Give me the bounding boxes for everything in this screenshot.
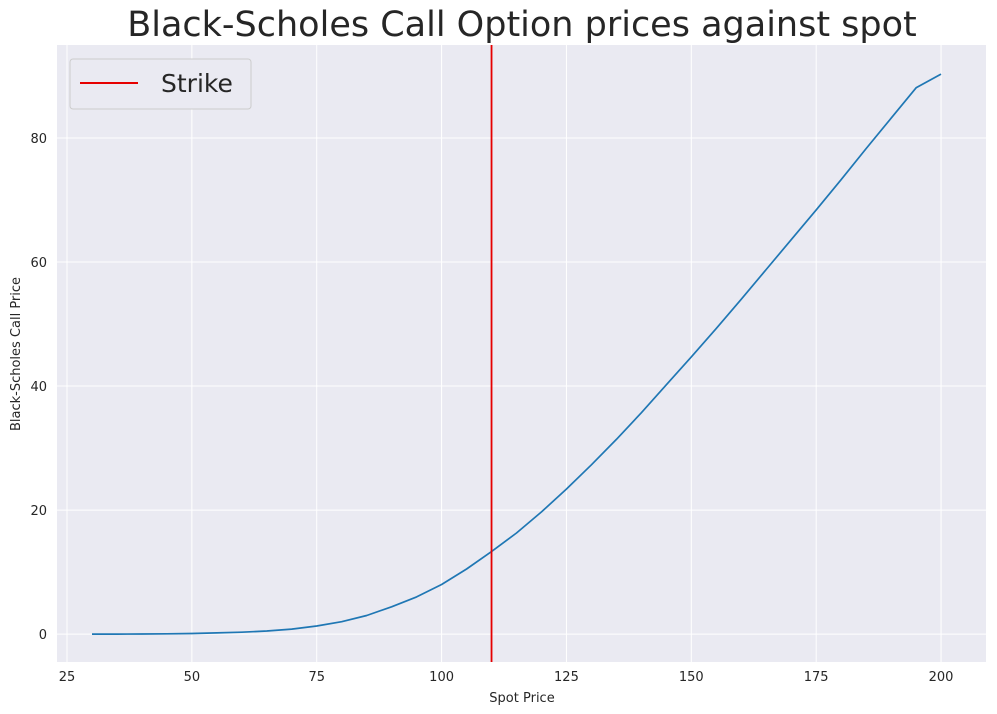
- x-tick-label: 25: [59, 670, 76, 685]
- x-tick-label: 150: [679, 670, 704, 685]
- legend-box: [69, 58, 252, 110]
- y-tick-label: 20: [30, 504, 47, 519]
- call-price-line: [92, 73, 942, 635]
- y-tick-label: 40: [30, 380, 47, 395]
- x-tick-label: 175: [804, 670, 829, 685]
- y-tick-labels: 0 20 40 60 80: [30, 132, 47, 643]
- y-tick-label: 60: [30, 256, 47, 271]
- y-tick-label: 80: [30, 132, 47, 147]
- x-grid: [66, 45, 942, 662]
- plot-area: [57, 45, 986, 662]
- legend: Strike: [69, 58, 252, 110]
- x-tick-label: 50: [184, 670, 201, 685]
- y-tick-label: 0: [39, 628, 47, 643]
- x-axis-label: Spot Price: [489, 691, 554, 706]
- x-tick-label: 100: [429, 670, 454, 685]
- x-tick-label: 125: [554, 670, 579, 685]
- y-grid: [57, 137, 986, 635]
- legend-label-strike: Strike: [161, 69, 233, 98]
- x-tick-label: 75: [308, 670, 325, 685]
- chart-title: Black-Scholes Call Option prices against…: [127, 5, 917, 45]
- y-axis-label: Black-Scholes Call Price: [9, 277, 24, 431]
- x-tick-label: 200: [929, 670, 954, 685]
- x-tick-labels: 25 50 75 100 125 150 175 200: [59, 670, 954, 685]
